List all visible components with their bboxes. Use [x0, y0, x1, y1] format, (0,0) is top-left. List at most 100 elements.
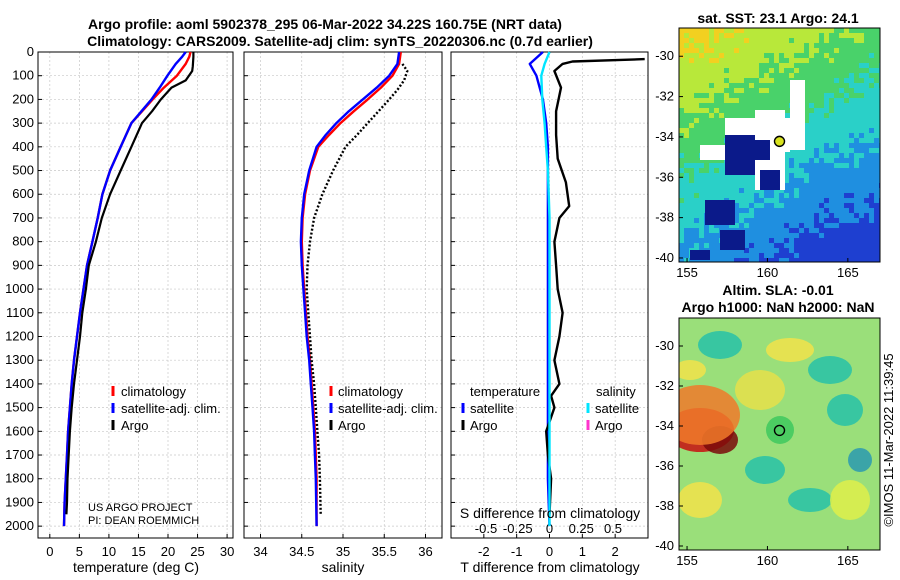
sst-pixel [679, 88, 685, 94]
salinity-axis-label: salinity [322, 559, 365, 575]
sst-pixel [789, 163, 795, 169]
sst-pixel [794, 53, 800, 59]
sst-pixel [694, 198, 700, 204]
sst-pixel [809, 233, 815, 239]
sst-pixel [819, 153, 825, 159]
sst-pixel [699, 108, 705, 114]
sst-pixel [779, 213, 785, 219]
sst-pixel [764, 258, 770, 262]
sst-pixel [864, 43, 870, 49]
sst-pixel [854, 178, 860, 184]
sst-pixel [719, 88, 725, 94]
sst-pixel [764, 58, 770, 64]
sst-pixel [804, 238, 810, 244]
sst-pixel [734, 53, 740, 59]
sst-pixel [779, 73, 785, 79]
map-x-tick-label: 155 [676, 265, 698, 280]
sst-pixel [689, 118, 695, 124]
sst-pixel [819, 33, 825, 39]
sst-pixel [684, 128, 690, 134]
map-y-tick-label: -34 [655, 418, 674, 433]
sst-pixel [764, 213, 770, 219]
sst-pixel [749, 178, 755, 184]
sst-pixel [694, 58, 700, 64]
sst-pixel [759, 28, 765, 34]
sst-pixel [854, 223, 860, 229]
legend-label-climatology: climatology [338, 384, 404, 399]
sst-pixel [824, 258, 830, 262]
y-tick-label: 900 [12, 257, 34, 272]
sst-pixel [839, 43, 845, 49]
sst-pixel [704, 63, 710, 69]
sst-pixel [869, 218, 875, 224]
sst-pixel [874, 233, 880, 239]
sst-pixel [829, 78, 835, 84]
sla-anomaly-blob [830, 480, 870, 520]
sst-pixel [819, 218, 825, 224]
sst-pixel [694, 233, 700, 239]
x-tick-label: 20 [161, 544, 175, 559]
sst-pixel [839, 118, 845, 124]
map-y-tick-label: -32 [655, 378, 674, 393]
sst-pixel [834, 113, 840, 119]
sst-pixel [824, 58, 830, 64]
sst-pixel [679, 58, 685, 64]
sst-pixel [744, 258, 750, 262]
series-line-argo [65, 52, 195, 515]
sst-pixel [764, 243, 770, 249]
sst-pixel [769, 88, 775, 94]
sst-pixel [734, 68, 740, 74]
sst-pixel [854, 168, 860, 174]
sst-pixel [819, 78, 825, 84]
sst-pixel [819, 118, 825, 124]
sst-pixel [774, 203, 780, 209]
sst-pixel [714, 258, 720, 262]
sst-pixel [804, 203, 810, 209]
sst-pixel [839, 198, 845, 204]
sst-pixel [679, 93, 685, 99]
sst-pixel [829, 183, 835, 189]
sst-pixel [849, 178, 855, 184]
sst-pixel [709, 238, 715, 244]
sst-pixel [814, 133, 820, 139]
sst-pixel [779, 238, 785, 244]
sst-pixel [679, 188, 685, 194]
sst-pixel [694, 118, 700, 124]
sst-pixel [714, 93, 720, 99]
sst-pixel [859, 93, 865, 99]
sst-pixel [854, 103, 860, 109]
sst-pixel [704, 93, 710, 99]
sst-pixel [744, 213, 750, 219]
figure-title-line1: Argo profile: aoml 5902378_295 06-Mar-20… [88, 16, 562, 32]
sst-pixel [689, 153, 695, 159]
sst-pixel [764, 233, 770, 239]
sst-pixel [779, 43, 785, 49]
sst-pixel [704, 238, 710, 244]
sst-pixel [699, 208, 705, 214]
sst-pixel [689, 123, 695, 129]
sst-pixel [694, 173, 700, 179]
sst-pixel [764, 198, 770, 204]
sst-pixel [684, 118, 690, 124]
sst-pixel [759, 253, 765, 259]
sst-pixel [809, 33, 815, 39]
sst-pixel [799, 48, 805, 54]
sst-pixel [779, 203, 785, 209]
sst-pixel [679, 128, 685, 134]
sst-pixel [834, 243, 840, 249]
sst-pixel [839, 258, 845, 262]
sst-pixel [704, 58, 710, 64]
sst-pixel [704, 73, 710, 79]
sst-pixel [799, 233, 805, 239]
sst-pixel [764, 53, 770, 59]
sst-pixel [724, 178, 730, 184]
sst-pixel [734, 43, 740, 49]
sst-pixel [679, 123, 685, 129]
sst-pixel [679, 68, 685, 74]
sst-pixel [804, 198, 810, 204]
sst-pixel [684, 248, 690, 254]
sst-pixel [759, 238, 765, 244]
sst-pixel [709, 58, 715, 64]
sst-pixel [824, 48, 830, 54]
sst-pixel [854, 108, 860, 114]
